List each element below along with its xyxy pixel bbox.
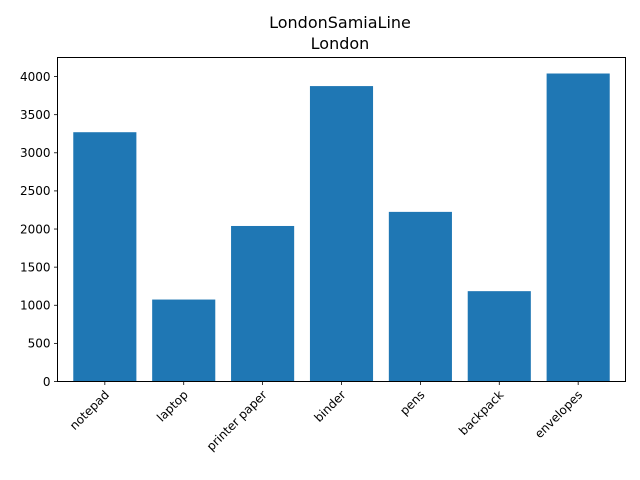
y-tick-label: 3500 <box>20 108 51 122</box>
bar-backpack <box>467 291 531 382</box>
chart-subtitle: London <box>311 34 370 53</box>
bar-laptop <box>152 299 216 382</box>
bar-printer-paper <box>231 225 295 382</box>
y-tick-label: 1000 <box>20 299 51 313</box>
y-tick-label: 1500 <box>20 260 51 274</box>
y-tick-label: 2000 <box>20 222 51 236</box>
bars-group <box>73 73 610 382</box>
y-tick-label: 2500 <box>20 184 51 198</box>
bar-pens <box>388 211 452 382</box>
bar-binder <box>309 86 374 382</box>
bar-notepad <box>73 132 137 382</box>
y-tick-label: 500 <box>28 337 51 351</box>
chart-title: LondonSamiaLine <box>269 13 411 32</box>
y-tick-label: 3000 <box>20 146 51 160</box>
plot-frame <box>57 57 626 382</box>
y-tick-label: 4000 <box>20 70 51 84</box>
y-tick-label: 0 <box>43 375 51 389</box>
bar-envelopes <box>546 73 610 382</box>
y-axis: 0 500 1000 1500 2000 2500 3000 3500 4000 <box>20 70 58 389</box>
